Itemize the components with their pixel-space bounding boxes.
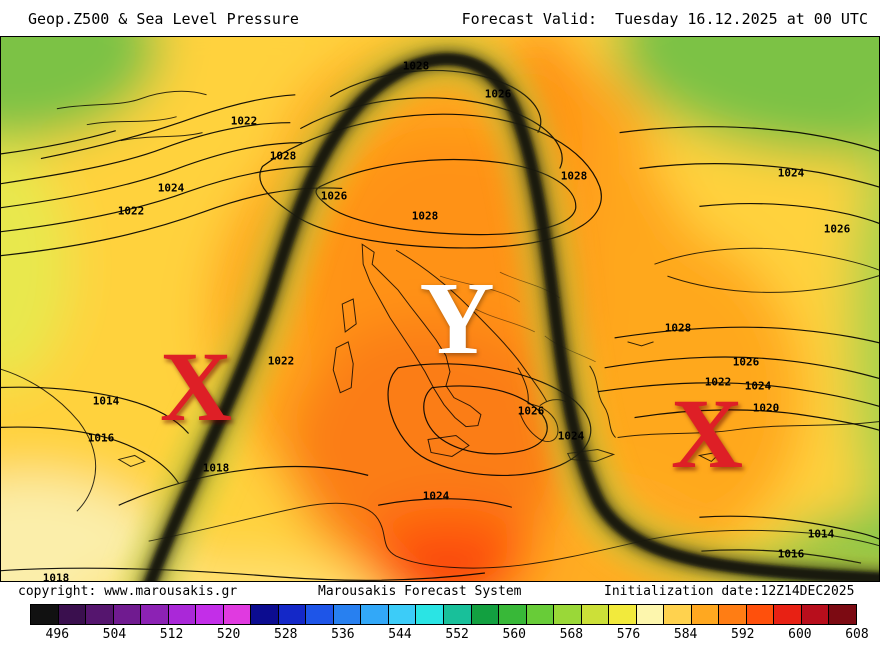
map-header: Geop.Z500 & Sea Level Pressure Forecast … — [0, 0, 880, 36]
colorbar-cell — [443, 605, 472, 624]
coastlines — [1, 90, 879, 569]
colorbar-cell — [333, 605, 362, 624]
colorbar-cell — [361, 605, 389, 624]
colorbar-tick-label: 560 — [502, 627, 526, 642]
colorbar-cell — [499, 605, 527, 624]
system-name: Marousakis Forecast System — [318, 584, 522, 599]
colorbar-cell — [113, 605, 142, 624]
map-title: Geop.Z500 & Sea Level Pressure — [28, 10, 299, 28]
colorbar-cell — [306, 605, 334, 624]
colorbar-cell — [801, 605, 830, 624]
forecast-valid-text: Forecast Valid: Tuesday 16.12.2025 at 00… — [461, 10, 868, 28]
colorbar — [30, 604, 857, 625]
colorbar-cell — [388, 605, 417, 624]
colorbar-tick-label: 600 — [788, 627, 812, 642]
colorbar-cell — [691, 605, 720, 624]
colorbar-tick-label: 504 — [102, 627, 127, 642]
colorbar-cell — [526, 605, 555, 624]
colorbar-cell — [196, 605, 224, 624]
colorbar-cell — [719, 605, 747, 624]
colorbar-tick-label: 520 — [216, 627, 241, 642]
colorbar-cell — [471, 605, 500, 624]
colorbar-cell — [58, 605, 87, 624]
colorbar-cell — [829, 605, 856, 624]
colorbar-cell — [774, 605, 802, 624]
colorbar-scale-labels: 496 504 512 520 528 536 544 552 560 568 576 584 592 6… — [30, 627, 869, 645]
colorbar-section: 496 504 512 520 528 536 544 552 560 568 576 584 592 6… — [30, 604, 869, 645]
colorbar-tick-label: 544 — [388, 627, 412, 642]
colorbar-tick-label: 592 — [730, 627, 755, 642]
copyright-text: copyright: www.marousakis.gr — [18, 584, 238, 599]
map-area: 1028 1026 1022 1028 1024 1022 1026 1028 1028 1024… — [0, 36, 880, 585]
colorbar-tick-label: 576 — [616, 627, 641, 642]
colorbar-cell — [746, 605, 775, 624]
colorbar-tick-label: 496 — [45, 627, 70, 642]
initialization-date: Initialization date:12Z14DEC2025 — [604, 584, 855, 599]
colorbar-cell — [31, 605, 59, 624]
colorbar-cell — [581, 605, 610, 624]
colorbar-cell — [609, 605, 637, 624]
colorbar-cell — [554, 605, 582, 624]
colorbar-tick-label: 568 — [559, 627, 584, 642]
colorbar-tick-label: 608 — [845, 627, 869, 642]
colorbar-cell — [416, 605, 444, 624]
footer-bar: copyright: www.marousakis.gr Marousakis … — [0, 582, 880, 602]
colorbar-cell — [86, 605, 114, 624]
colorbar-tick-label: 528 — [274, 627, 298, 642]
colorbar-cell — [141, 605, 169, 624]
map-canvas — [1, 37, 879, 581]
colorbar-tick-label: 584 — [673, 627, 698, 642]
colorbar-cell — [168, 605, 197, 624]
colorbar-tick-label: 552 — [445, 627, 469, 642]
colorbar-tick-label: 536 — [331, 627, 355, 642]
isobar-contours — [1, 69, 879, 581]
colorbar-cell — [636, 605, 665, 624]
colorbar-cell — [223, 605, 252, 624]
colorbar-tick-label: 512 — [159, 627, 184, 642]
colorbar-cell — [278, 605, 307, 624]
colorbar-cell — [664, 605, 692, 624]
colorbar-cell — [251, 605, 279, 624]
